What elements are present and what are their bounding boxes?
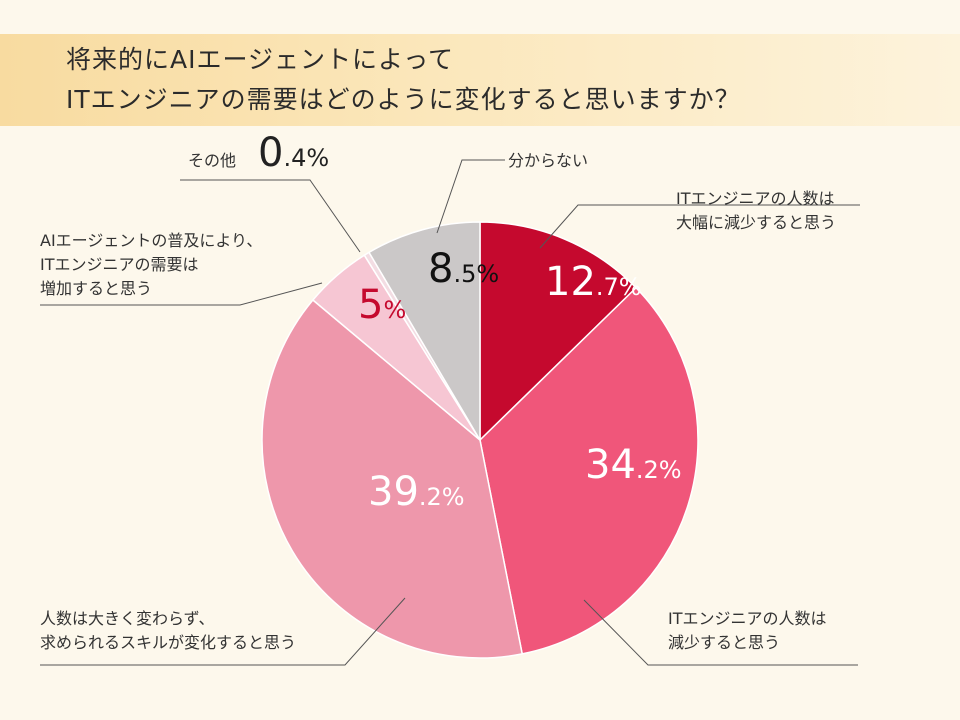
pie-slice-0 [479,221,638,442]
leader-line-4 [180,179,361,253]
category-label-1-line-0: ITエンジニアの人数は [668,609,827,628]
pct-label-1: 34.2% [585,442,682,488]
category-label-3-line-1: ITエンジニアの需要は [40,255,199,274]
pct-label-3: 5% [358,282,406,328]
category-label-5-line-0: 分からない [508,151,588,170]
category-label-4-line-0: その他 [188,151,236,170]
pct-label-5: 8.5% [428,246,499,292]
pct-label-2: 39.2% [368,469,465,515]
category-label-1-line-1: 減少すると思う [668,633,780,652]
category-label-2-line-1: 求められるスキルが変化すると思う [40,633,296,652]
leader-line-1 [583,599,858,666]
title-band [0,34,960,126]
leader-line-3 [40,282,323,306]
category-label-0-line-1: 大幅に減少すると思う [676,213,836,232]
category-label-2-line-0: 人数は大きく変わらず、 [40,609,215,628]
pie-slice-1 [479,286,699,655]
pie-slice-5 [368,221,481,443]
leader-line-2 [40,597,406,666]
pct-label-4: 0.4% [258,130,329,176]
category-label-3-line-0: AIエージェントの普及により、 [40,231,262,250]
category-label-0-line-0: ITエンジニアの人数は [676,189,835,208]
leader-line-5 [436,159,505,234]
pct-label-0: 12.7% [545,259,642,305]
leader-line-0 [539,204,860,249]
chart-title-line-1: 将来的にAIエージェントによって [66,45,454,74]
chart-title-line-2: ITエンジニアの需要はどのように変化すると思いますか？ [66,85,741,114]
category-label-3-line-2: 増加すると思う [40,279,152,298]
pie-slice-2 [261,298,524,659]
